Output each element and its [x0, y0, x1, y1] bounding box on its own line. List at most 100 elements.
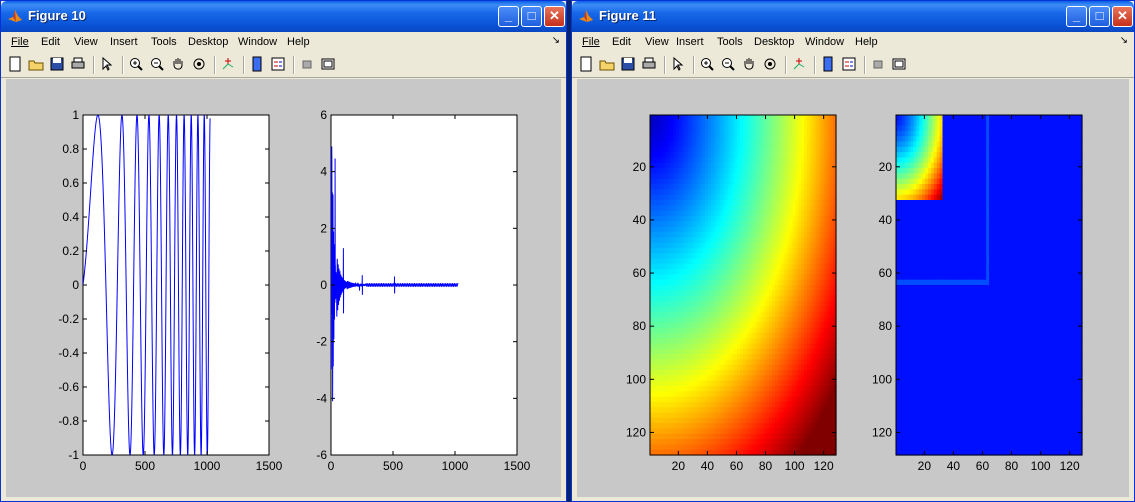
close-button[interactable]: ✕: [1112, 6, 1133, 27]
pan-hand-icon[interactable]: [741, 56, 757, 72]
print-icon[interactable]: [641, 56, 657, 72]
open-file-icon[interactable]: [599, 56, 615, 72]
dock-arrow-icon[interactable]: ↘: [551, 35, 560, 46]
x-tick-label: 500: [135, 459, 155, 473]
zoom-out-icon[interactable]: [149, 56, 165, 72]
y-tick-label: -6: [316, 448, 327, 462]
menu-desktop[interactable]: Desktop: [754, 36, 795, 48]
y-tick-label: 6: [320, 108, 327, 122]
x-tick-label: 60: [730, 459, 744, 473]
legend-icon[interactable]: [270, 56, 286, 72]
toolbar-separator: [214, 56, 216, 74]
rotate-3d-icon[interactable]: [762, 56, 778, 72]
menu-tools[interactable]: Tools: [151, 36, 177, 48]
save-icon[interactable]: [620, 56, 636, 72]
hide-plot-tools-icon[interactable]: [299, 56, 315, 72]
minimize-button[interactable]: _: [1066, 6, 1087, 27]
legend-icon[interactable]: [841, 56, 857, 72]
menu-window[interactable]: Window: [238, 36, 278, 48]
y-tick-label: 20: [879, 160, 893, 174]
menu-file[interactable]: File: [582, 36, 600, 48]
figure-canvas: 20 40 60 80 100 120 20 40 60 80 100 120 20 40 60 80 100 1…: [577, 79, 1129, 497]
data-cursor-icon[interactable]: [220, 56, 236, 72]
hide-plot-tools-icon[interactable]: [870, 56, 886, 72]
menu-edit[interactable]: Edit: [612, 36, 631, 48]
colorbar-icon[interactable]: [249, 56, 265, 72]
data-cursor-icon[interactable]: [791, 56, 807, 72]
rotate-3d-icon[interactable]: [191, 56, 207, 72]
y-tick-label: 120: [872, 425, 892, 439]
y-tick-label: -2: [316, 335, 327, 349]
x-tick-label: 1500: [256, 459, 283, 473]
y-tick-label: 60: [879, 266, 893, 280]
axes-border: [895, 114, 1083, 456]
zoom-in-icon[interactable]: [699, 56, 715, 72]
maximize-button[interactable]: □: [521, 6, 542, 27]
new-figure-icon[interactable]: [578, 56, 594, 72]
toolbar-separator: [693, 56, 695, 74]
x-tick-label: 1000: [442, 459, 469, 473]
menu-edit[interactable]: Edit: [41, 36, 60, 48]
pointer-icon[interactable]: [670, 56, 686, 72]
x-tick-label: 80: [1005, 459, 1019, 473]
menu-view[interactable]: View: [645, 36, 669, 48]
series-line: [331, 146, 459, 402]
figure-toolbar: [1, 52, 566, 78]
colorbar-icon[interactable]: [820, 56, 836, 72]
y-tick-label: -0.6: [58, 380, 79, 394]
toolbar-separator: [93, 56, 95, 74]
title-bar[interactable]: Figure 10 _ □ ✕: [1, 1, 566, 32]
x-tick-label: 80: [759, 459, 773, 473]
menu-tools[interactable]: Tools: [717, 36, 743, 48]
menu-insert[interactable]: Insert: [676, 36, 704, 48]
menu-bar: File Edit View Insert Tools Desktop Wind…: [1, 32, 566, 52]
pan-hand-icon[interactable]: [170, 56, 186, 72]
print-icon[interactable]: [70, 56, 86, 72]
dock-arrow-icon[interactable]: ↘: [1119, 35, 1128, 46]
y-tick-label: 60: [633, 266, 647, 280]
x-tick-label: 500: [383, 459, 403, 473]
zoom-in-icon[interactable]: [128, 56, 144, 72]
x-tick-label: 100: [785, 459, 805, 473]
x-tick-label: 1000: [194, 459, 221, 473]
show-plot-tools-icon[interactable]: [891, 56, 907, 72]
title-bar[interactable]: Figure 11 _ □ ✕: [572, 1, 1134, 32]
matlab-logo-icon: [579, 10, 593, 22]
menu-bar: File Edit View Insert Tools Desktop Wind…: [572, 32, 1134, 52]
y-tick-label: -0.2: [58, 312, 79, 326]
axes-1: 20 40 60 80 100 120 20 40 60 80 100 120: [626, 114, 837, 473]
y-tick-label: -0.4: [58, 346, 79, 360]
x-tick-label: 60: [976, 459, 990, 473]
zoom-out-icon[interactable]: [720, 56, 736, 72]
heatmap-image: [896, 115, 1083, 456]
y-tick-label: 0.6: [62, 176, 79, 190]
minimize-button[interactable]: _: [498, 6, 519, 27]
matlab-logo-icon: [8, 10, 22, 22]
x-tick-label: 120: [814, 459, 834, 473]
y-tick-label: 2: [320, 221, 327, 235]
maximize-button[interactable]: □: [1089, 6, 1110, 27]
toolbar-separator: [785, 56, 787, 74]
menu-file[interactable]: File: [11, 36, 29, 48]
menu-desktop[interactable]: Desktop: [188, 36, 229, 48]
y-tick-label: 100: [626, 372, 646, 386]
menu-insert[interactable]: Insert: [110, 36, 138, 48]
menu-help[interactable]: Help: [287, 36, 310, 48]
y-tick-label: 4: [320, 165, 327, 179]
figure-11-window: Figure 11 _ □ ✕ File Edit View Insert To…: [571, 0, 1135, 502]
axes-border: [649, 114, 837, 456]
y-tick-label: 100: [872, 372, 892, 386]
menu-help[interactable]: Help: [855, 36, 878, 48]
close-button[interactable]: ✕: [544, 6, 565, 27]
figure-toolbar: [572, 52, 1134, 78]
menu-window[interactable]: Window: [805, 36, 845, 48]
pointer-icon[interactable]: [99, 56, 115, 72]
menu-view[interactable]: View: [74, 36, 98, 48]
open-file-icon[interactable]: [28, 56, 44, 72]
show-plot-tools-icon[interactable]: [320, 56, 336, 72]
y-tick-label: 40: [633, 213, 647, 227]
save-icon[interactable]: [49, 56, 65, 72]
new-figure-icon[interactable]: [7, 56, 23, 72]
x-tick-label: 20: [672, 459, 686, 473]
toolbar-separator: [122, 56, 124, 74]
